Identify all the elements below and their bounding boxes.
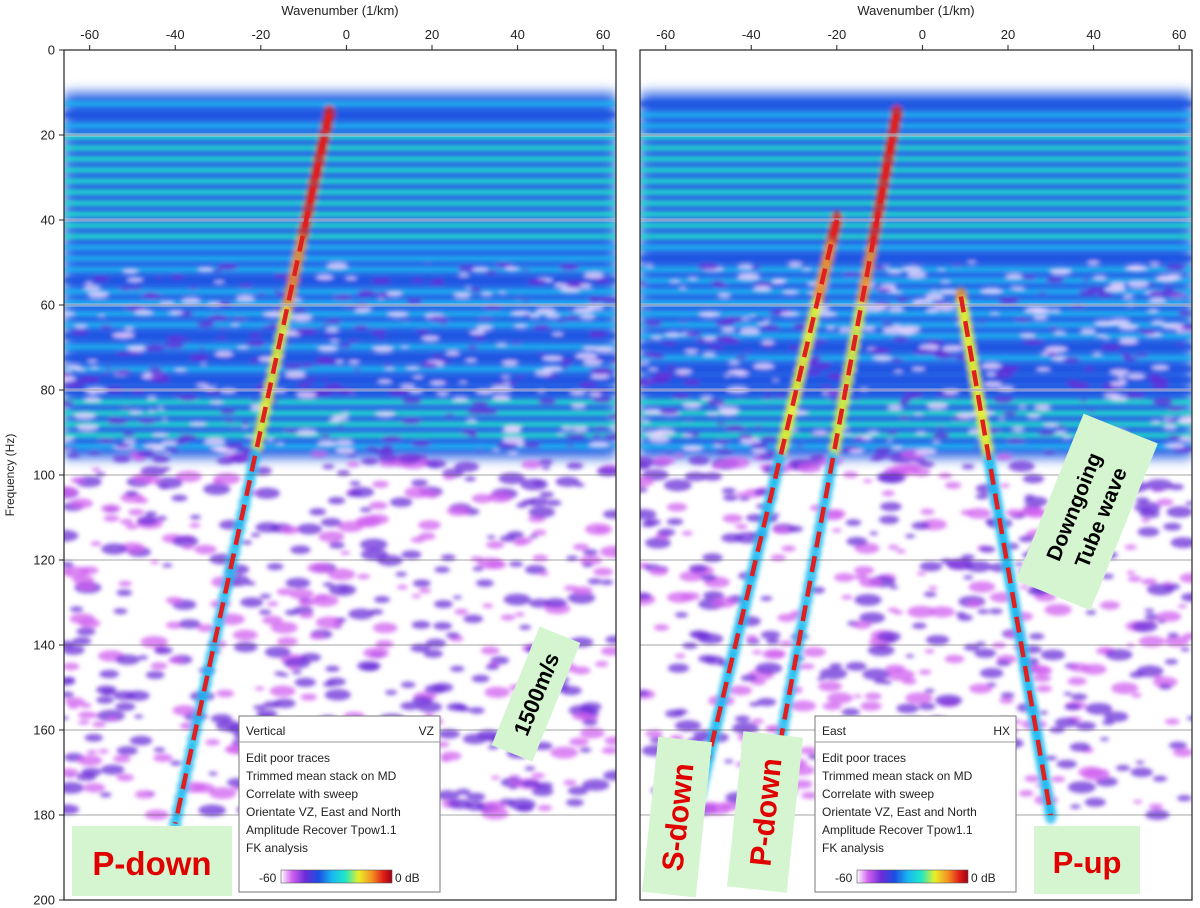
annotation-lines-right (697, 113, 1054, 816)
y-tick-label: 40 (41, 213, 55, 228)
y-tick-label: 160 (33, 723, 55, 738)
colorbar-max-label: 0 dB (395, 871, 420, 885)
colorbar (856, 869, 969, 884)
gridlines-left (64, 134, 616, 816)
y-tick-label: 20 (41, 128, 55, 143)
legend-box-vertical: Vertical VZ Edit poor traces Trimmed mea… (238, 715, 441, 893)
legend-step-5: Amplitude Recover Tpow1.1 (822, 823, 973, 837)
panel-east: -60 -40 -20 0 20 40 60 East HX Edit poor trace… (639, 27, 1193, 901)
x-tick-label: 20 (425, 27, 439, 42)
y-axis-title: Frequency (Hz) (3, 434, 17, 517)
y-tick-label: 120 (33, 553, 55, 568)
annotation-lines-left (173, 113, 332, 824)
legend-step-1: Edit poor traces (822, 751, 906, 765)
x-tick-label: -20 (827, 27, 846, 42)
x-tick-label: -60 (656, 27, 675, 42)
y-tick-label: 140 (33, 638, 55, 653)
colorbar-min-label: -60 (259, 871, 277, 885)
colorbar-max-label: 0 dB (971, 871, 996, 885)
legend-title: East (822, 724, 847, 738)
colorbar (280, 869, 393, 884)
label-p-up-text: P-up (1053, 845, 1122, 880)
legend-step-6: FK analysis (822, 841, 884, 855)
panel-vertical: -60 -40 -20 0 20 40 60 0 20 40 60 80 100 120 140 160 18… (33, 27, 617, 908)
legend-step-1: Edit poor traces (246, 751, 330, 765)
legend-box-east: East HX Edit poor traces Trimmed mean st… (814, 715, 1017, 893)
legend-step-3: Correlate with sweep (822, 787, 934, 801)
x-tick-label: -40 (742, 27, 761, 42)
x-tick-label: 40 (1086, 27, 1100, 42)
legend-title: Vertical (246, 724, 285, 738)
x-tick-label: 60 (1172, 27, 1186, 42)
y-tick-label: 180 (33, 808, 55, 823)
legend-step-5: Amplitude Recover Tpow1.1 (246, 823, 397, 837)
y-tick-label: 100 (33, 468, 55, 483)
legend-step-6: FK analysis (246, 841, 308, 855)
x-tick-label: -40 (166, 27, 185, 42)
y-ticks: 0 20 40 60 80 100 120 140 160 180 200 (33, 43, 64, 908)
plot-frame-right (639, 49, 1193, 901)
legend-step-2: Trimmed mean stack on MD (246, 769, 397, 783)
y-tick-label: 60 (41, 298, 55, 313)
legend-step-3: Correlate with sweep (246, 787, 358, 801)
x-ticks-left: -60 -40 -20 0 20 40 60 (80, 27, 610, 50)
x-tick-label: 40 (510, 27, 524, 42)
y-tick-label: 0 (48, 43, 55, 58)
x-tick-label: 60 (596, 27, 610, 42)
y-tick-label: 200 (33, 893, 55, 908)
legend-component: HX (993, 724, 1010, 738)
label-p-down-left: P-down (72, 826, 232, 896)
event-line-p-down (173, 113, 332, 824)
legend-step-2: Trimmed mean stack on MD (822, 769, 973, 783)
event-line-p-up (958, 296, 1054, 816)
label-p-up: P-up (1034, 826, 1140, 894)
x-axis-title-left: Wavenumber (1/km) (281, 3, 398, 18)
legend-component: VZ (419, 724, 434, 738)
legend-step-4: Orientate VZ, East and North (822, 805, 977, 819)
label-p-down-text: P-down (92, 845, 211, 882)
x-tick-label: 0 (919, 27, 926, 42)
label-p-down-right: P-down (727, 731, 803, 893)
x-ticks-right: -60 -40 -20 0 20 40 60 (656, 27, 1186, 50)
spectrum-heatmap-left (64, 50, 616, 900)
label-s-down: S-down (641, 736, 713, 898)
colorbar-min-label: -60 (835, 871, 853, 885)
x-tick-label: -20 (251, 27, 270, 42)
x-axis-title-right: Wavenumber (1/km) (857, 3, 974, 18)
x-tick-label: -60 (80, 27, 99, 42)
x-tick-label: 20 (1001, 27, 1015, 42)
y-tick-label: 80 (41, 383, 55, 398)
event-line-p-down (766, 113, 899, 807)
legend-step-4: Orientate VZ, East and North (246, 805, 401, 819)
x-tick-label: 0 (343, 27, 350, 42)
